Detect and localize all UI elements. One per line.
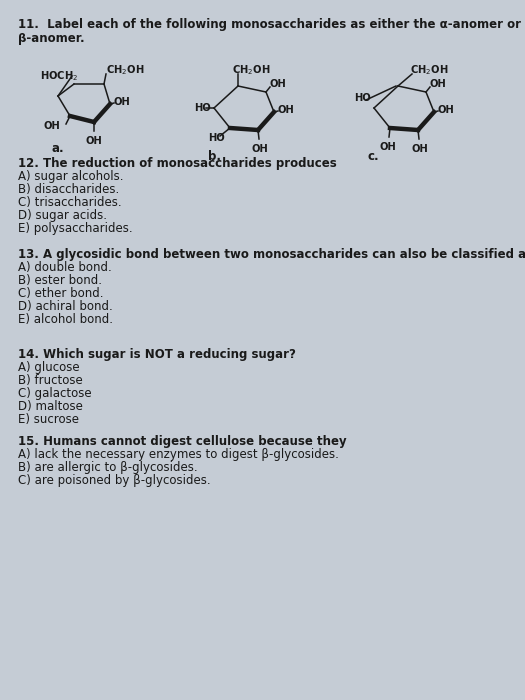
Text: B) are allergic to β-glycosides.: B) are allergic to β-glycosides. <box>18 461 197 474</box>
Text: OH: OH <box>270 79 287 89</box>
Text: 11.  Label each of the following monosaccharides as either the α-anomer or the: 11. Label each of the following monosacc… <box>18 18 525 31</box>
Text: OH: OH <box>86 136 102 146</box>
Text: C) ether bond.: C) ether bond. <box>18 287 103 300</box>
Text: CH$_2$OH: CH$_2$OH <box>232 63 270 77</box>
Text: OH: OH <box>412 144 428 154</box>
Text: OH: OH <box>438 105 455 115</box>
Text: HO: HO <box>194 103 211 113</box>
Text: E) polysaccharides.: E) polysaccharides. <box>18 222 133 235</box>
Text: OH: OH <box>114 97 131 107</box>
Text: OH: OH <box>278 105 295 115</box>
Text: HO: HO <box>208 133 225 143</box>
Text: C) trisaccharides.: C) trisaccharides. <box>18 196 122 209</box>
Text: D) sugar acids.: D) sugar acids. <box>18 209 107 222</box>
Text: 14. Which sugar is NOT a reducing sugar?: 14. Which sugar is NOT a reducing sugar? <box>18 348 296 361</box>
Text: c.: c. <box>368 150 380 163</box>
Text: B) fructose: B) fructose <box>18 374 83 387</box>
Text: OH: OH <box>380 142 396 152</box>
Text: A) sugar alcohols.: A) sugar alcohols. <box>18 170 123 183</box>
Text: A) lack the necessary enzymes to digest β-glycosides.: A) lack the necessary enzymes to digest … <box>18 448 339 461</box>
Text: a.: a. <box>52 142 65 155</box>
Text: D) maltose: D) maltose <box>18 400 83 413</box>
Text: 15. Humans cannot digest cellulose because they: 15. Humans cannot digest cellulose becau… <box>18 435 346 448</box>
Text: HO: HO <box>354 93 371 103</box>
Text: B) ester bond.: B) ester bond. <box>18 274 102 287</box>
Text: CH$_2$OH: CH$_2$OH <box>410 63 448 77</box>
Text: C) galactose: C) galactose <box>18 387 92 400</box>
Text: D) achiral bond.: D) achiral bond. <box>18 300 113 313</box>
Text: E) sucrose: E) sucrose <box>18 413 79 426</box>
Text: OH: OH <box>43 121 60 131</box>
Text: 12. The reduction of monosaccharides produces: 12. The reduction of monosaccharides pro… <box>18 157 337 170</box>
Text: A) glucose: A) glucose <box>18 361 80 374</box>
Text: HOCH$_2$: HOCH$_2$ <box>40 69 78 83</box>
Text: β-anomer.: β-anomer. <box>18 32 85 45</box>
Text: C) are poisoned by β-glycosides.: C) are poisoned by β-glycosides. <box>18 474 211 487</box>
Text: CH$_2$OH: CH$_2$OH <box>106 63 144 77</box>
Text: OH: OH <box>251 144 268 154</box>
Text: A) double bond.: A) double bond. <box>18 261 112 274</box>
Text: 13. A glycosidic bond between two monosaccharides can also be classified as a(n): 13. A glycosidic bond between two monosa… <box>18 248 525 261</box>
Text: B) disaccharides.: B) disaccharides. <box>18 183 119 196</box>
Text: OH: OH <box>430 79 447 89</box>
Text: b.: b. <box>208 150 221 163</box>
Text: E) alcohol bond.: E) alcohol bond. <box>18 313 113 326</box>
